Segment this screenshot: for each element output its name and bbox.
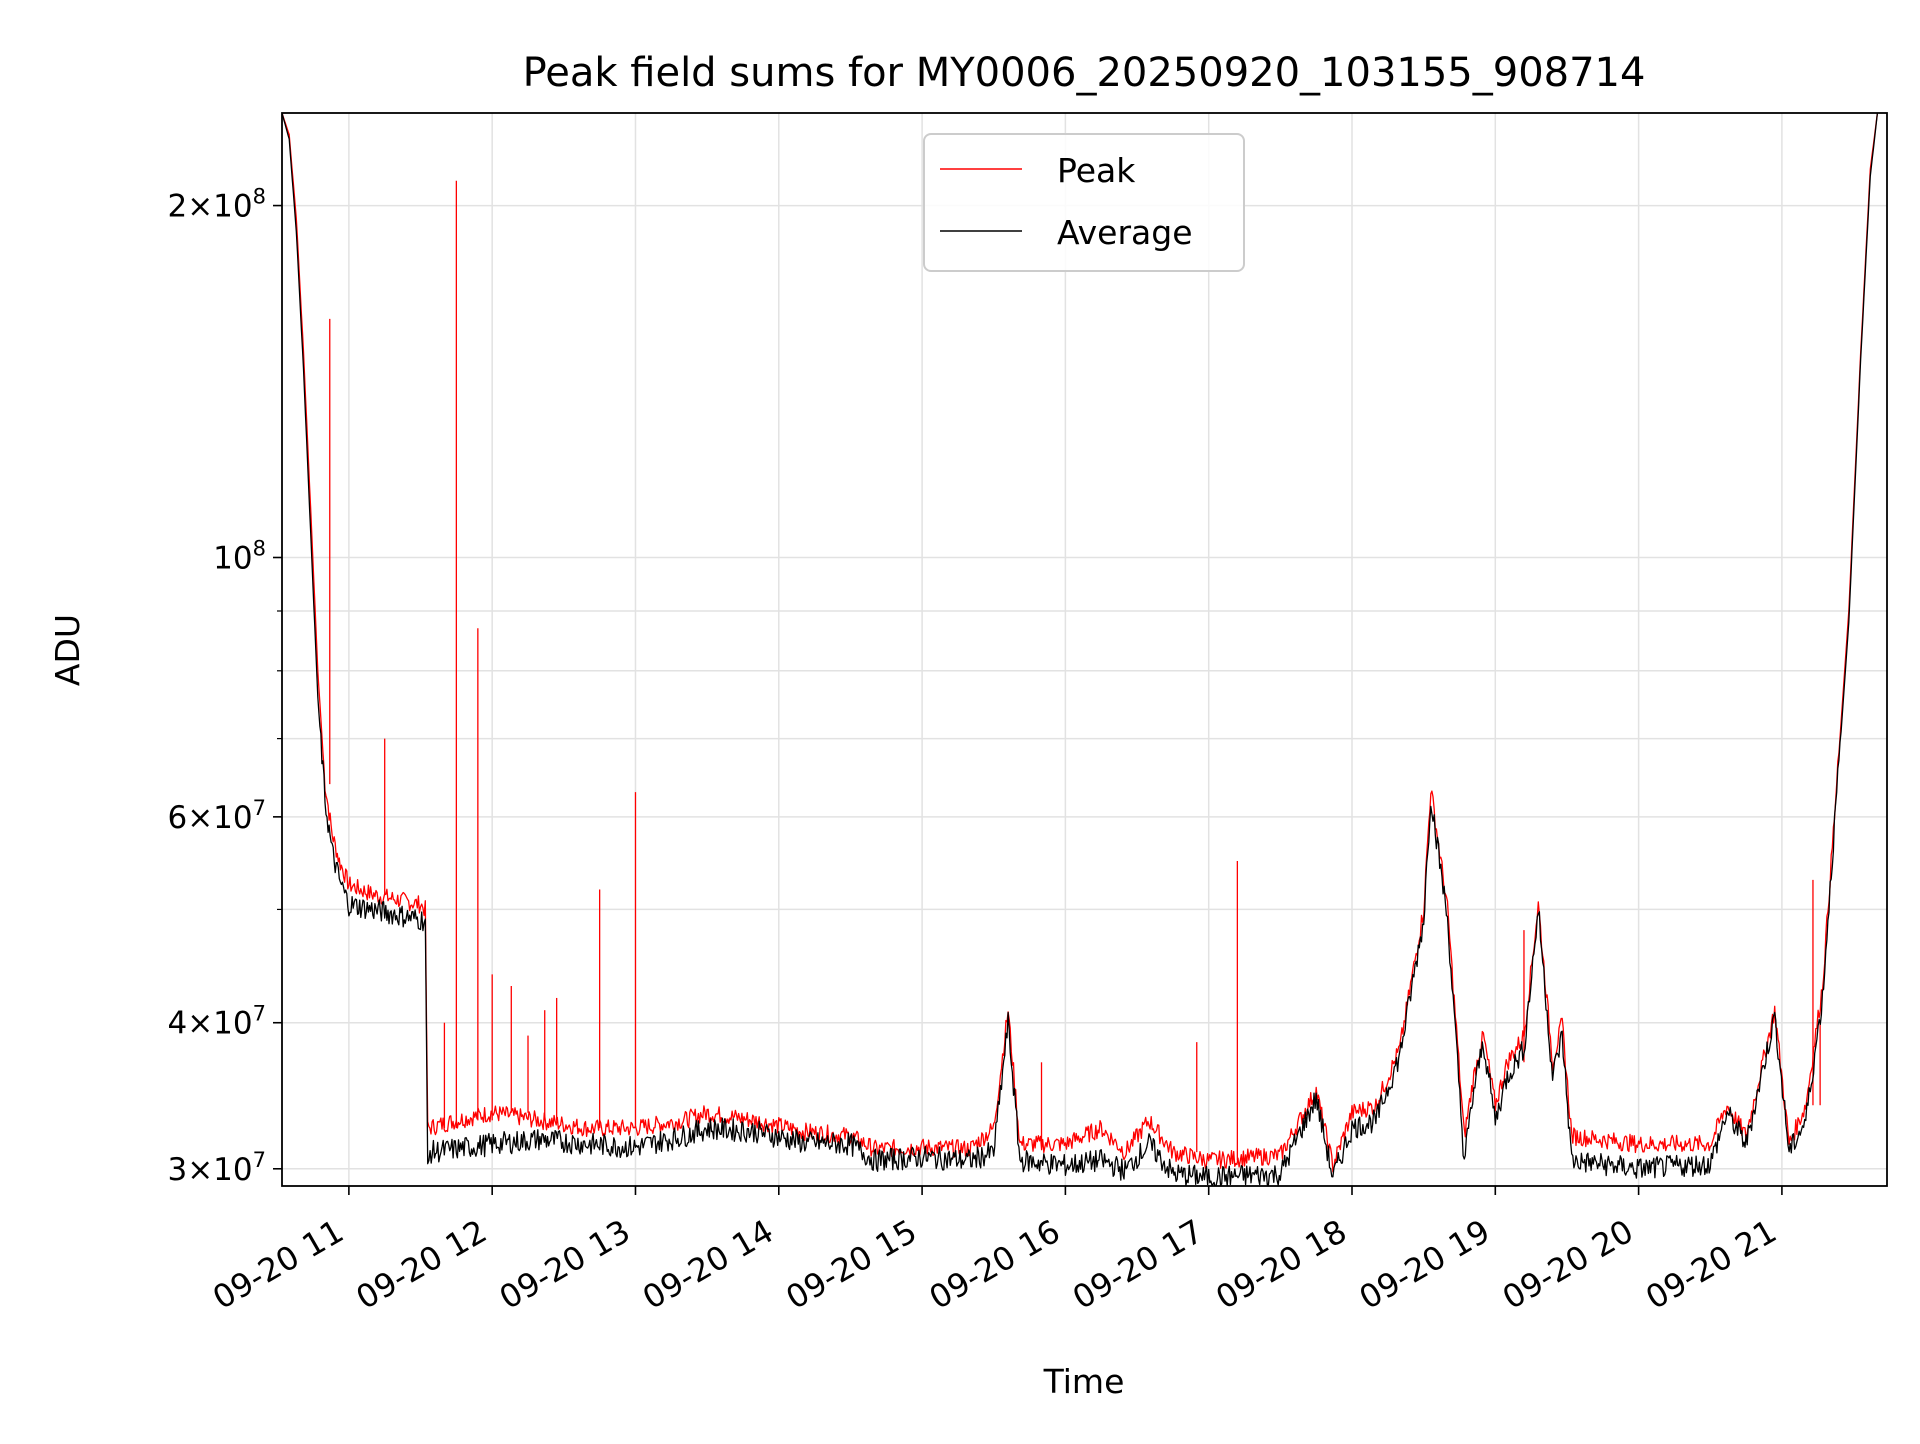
grid [282,113,1887,1186]
y-tick-label: 6×107 [167,796,266,836]
x-axis-label: Time [1043,1362,1125,1401]
y-axis-label: ADU [48,614,87,686]
series-line-average [282,113,1879,1186]
series-line-peak [282,113,1879,1173]
y-tick-label: 2×108 [167,185,266,225]
legend-label-peak: Peak [1057,151,1136,190]
chart-title: Peak field sums for MY0006_20250920_1031… [523,50,1646,96]
plot-frame [281,112,1888,1187]
y-tick-label: 108 [213,536,266,576]
y-tick-label: 3×107 [167,1148,266,1188]
y-tick-label: 4×107 [167,1002,266,1042]
legend: Peak Average [923,133,1245,272]
series-layer [282,113,1879,1186]
legend-label-average: Average [1057,213,1193,252]
